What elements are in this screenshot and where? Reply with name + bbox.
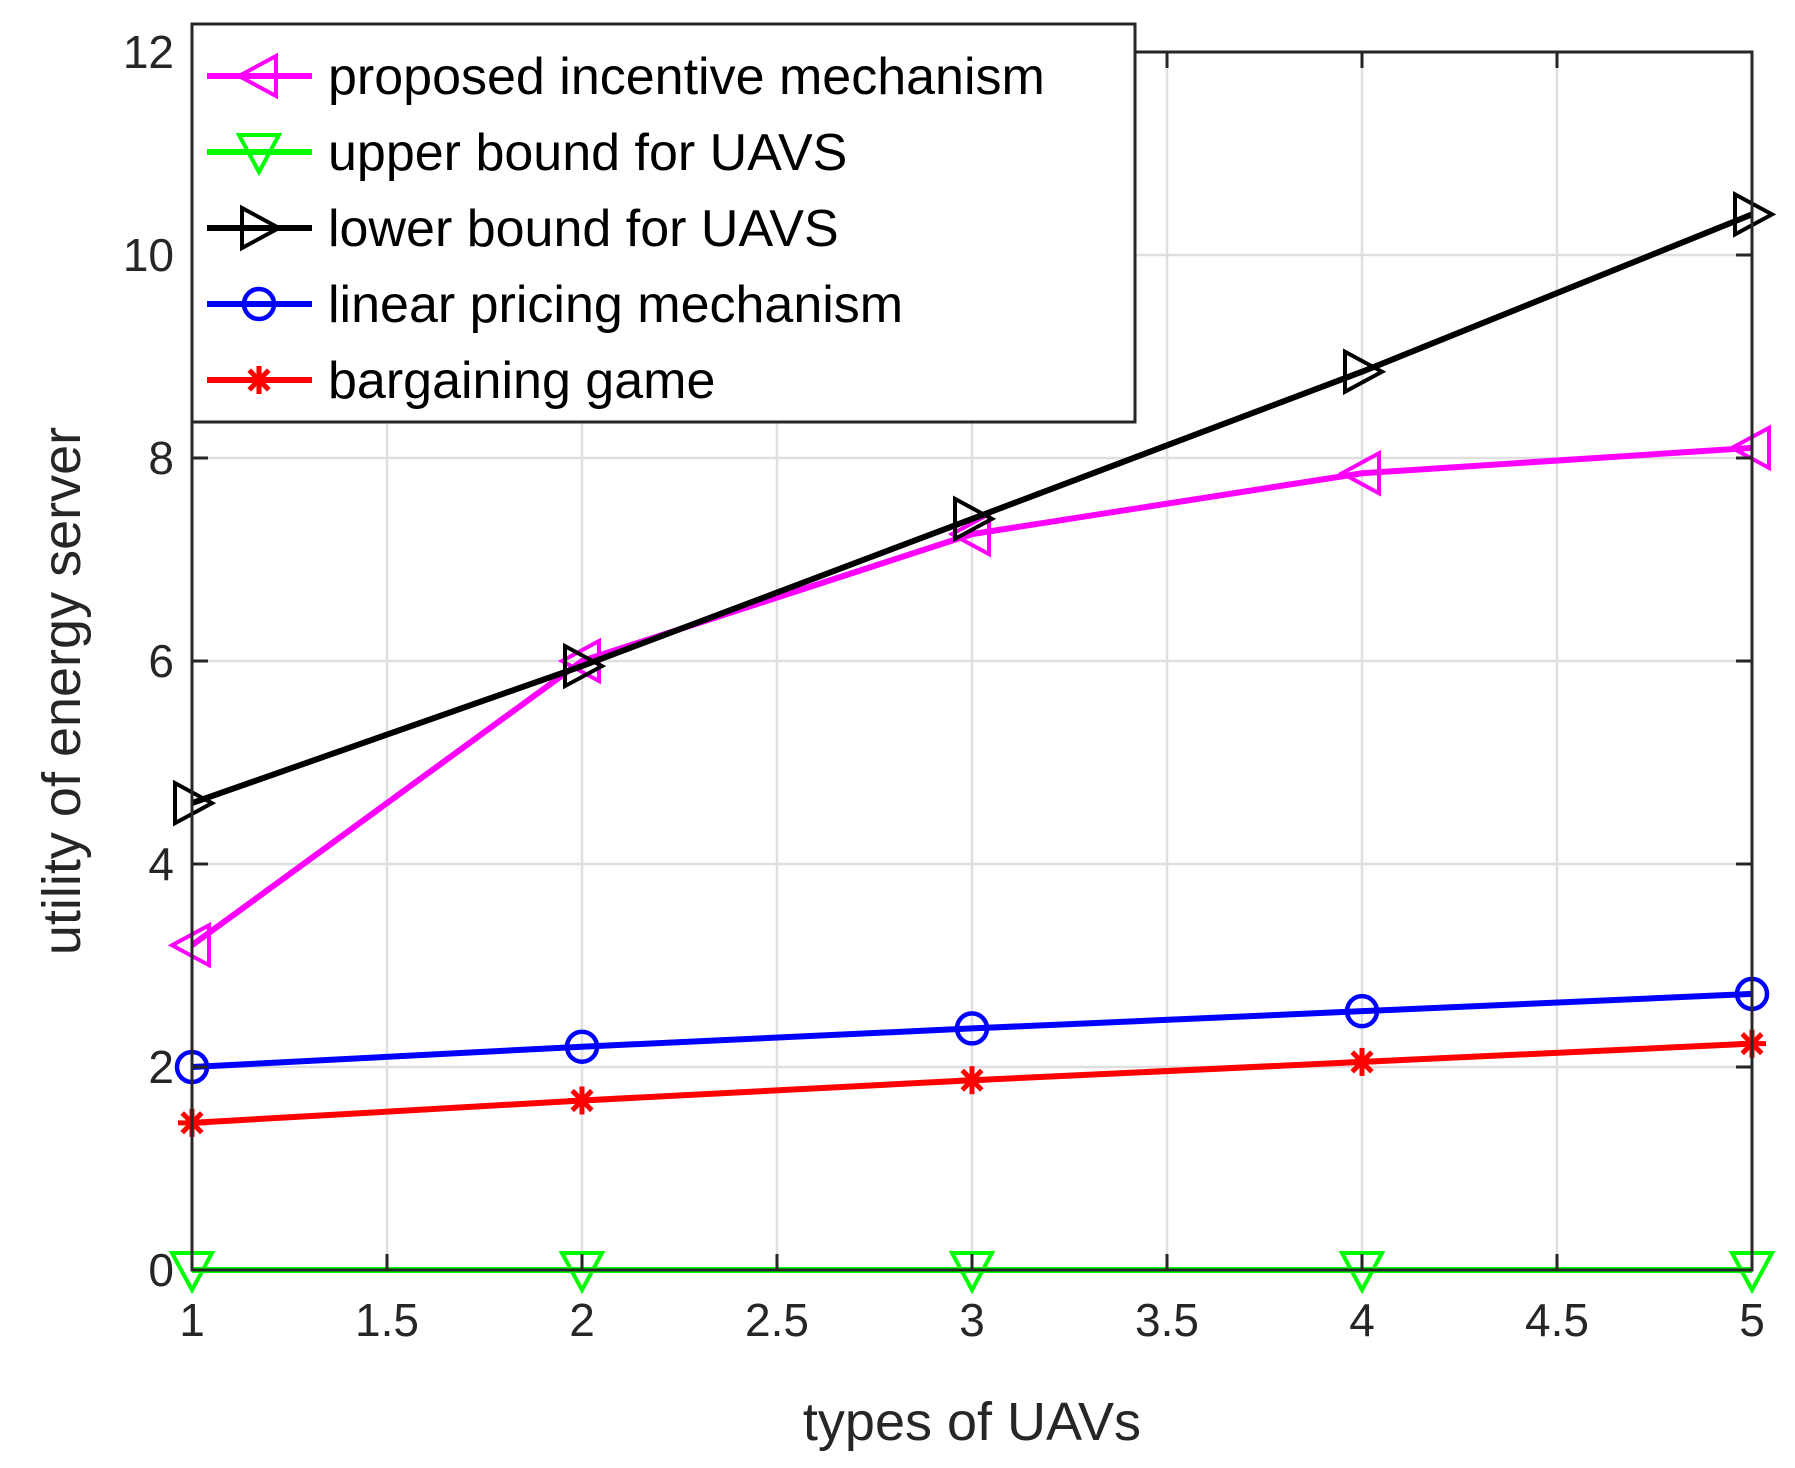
- data-point-marker: [1337, 449, 1381, 497]
- y-tick-label: 8: [148, 432, 174, 484]
- legend-item: upper bound for UAVS: [207, 124, 847, 182]
- x-tick-label: 3.5: [1135, 1294, 1199, 1346]
- data-point-marker: [947, 510, 991, 558]
- data-point-marker: [564, 1029, 600, 1064]
- data-point-marker: [1344, 993, 1380, 1029]
- x-axis-label: types of UAVs: [803, 1392, 1141, 1452]
- grid-lines: [190, 50, 1754, 1272]
- legend-marker: [240, 204, 284, 252]
- legend-marker: [235, 133, 283, 177]
- series-line: [191, 990, 1753, 1070]
- legend-item: proposed incentive mechanism: [207, 48, 1045, 106]
- legend-label: lower bound for UAVS: [328, 200, 839, 258]
- legend-item: lower bound for UAVS: [207, 200, 839, 258]
- y-tick-labels: 0 2 4 6 8 10 12: [123, 26, 174, 1296]
- data-point-marker: [954, 1011, 990, 1046]
- y-tick-label: 6: [148, 635, 174, 687]
- data-point-marker: [563, 642, 607, 690]
- y-tick-label: 0: [148, 1244, 174, 1296]
- legend-label: bargaining game: [328, 352, 715, 410]
- legend-box: [190, 22, 1137, 424]
- y-tick-label: 4: [148, 838, 174, 890]
- data-point-marker: [1348, 1047, 1376, 1076]
- x-tick-label: 4: [1349, 1294, 1375, 1346]
- data-point-marker: [568, 1086, 596, 1115]
- y-tick-label: 2: [148, 1041, 174, 1093]
- series-lower-bound-for-uavs: [173, 191, 1777, 827]
- x-tick-label: 2: [569, 1294, 595, 1346]
- legend: proposed incentive mechanism upper bound …: [190, 22, 1137, 424]
- legend-marker: [234, 52, 278, 100]
- x-tick-label: 5: [1739, 1294, 1765, 1346]
- x-tick-label: 4.5: [1525, 1294, 1589, 1346]
- legend-label: linear pricing mechanism: [328, 276, 903, 334]
- legend-item: bargaining game: [207, 352, 715, 410]
- x-tick-label: 1.5: [355, 1294, 419, 1346]
- x-tick-label: 2.5: [745, 1294, 809, 1346]
- data-point-marker: [953, 495, 997, 543]
- x-tick-label: 1: [179, 1294, 205, 1346]
- series-line: [190, 444, 1753, 948]
- x-tick-label: 3: [959, 1294, 985, 1346]
- legend-label: upper bound for UAVS: [328, 124, 847, 182]
- y-axis-label: utility of energy server: [32, 427, 92, 955]
- y-tick-label: 10: [123, 229, 174, 281]
- data-point-marker: [1343, 348, 1387, 396]
- legend-item: linear pricing mechanism: [207, 276, 903, 334]
- y-tick-label: 12: [123, 26, 174, 78]
- x-tick-labels: 1 1.5 2 2.5 3 3.5 4 4.5 5: [179, 1294, 1765, 1346]
- data-point-marker: [958, 1066, 986, 1095]
- legend-marker: [241, 286, 277, 322]
- series-line: [191, 211, 1754, 806]
- legend-label: proposed incentive mechanism: [328, 48, 1045, 106]
- legend-marker: [245, 366, 273, 394]
